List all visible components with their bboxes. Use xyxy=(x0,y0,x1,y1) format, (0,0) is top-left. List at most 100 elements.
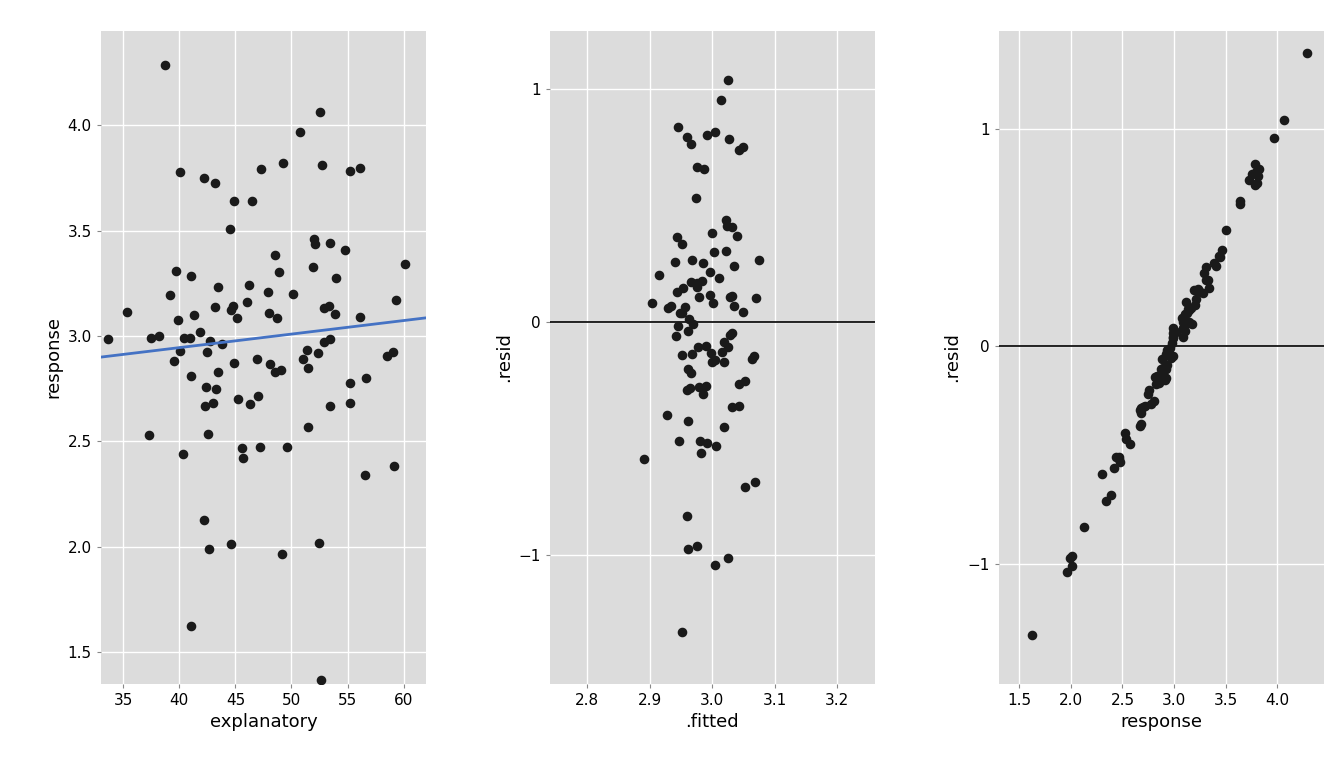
Point xyxy=(324,308,345,320)
Point xyxy=(116,306,137,318)
Point xyxy=(199,335,220,347)
Point xyxy=(672,626,694,638)
Point xyxy=(1241,167,1262,180)
Point xyxy=(1142,395,1164,407)
Point xyxy=(1247,170,1269,182)
Point xyxy=(1181,317,1203,329)
Point xyxy=(1245,158,1266,170)
Point xyxy=(1156,344,1177,356)
Point xyxy=(1161,337,1183,349)
Point xyxy=(681,348,703,360)
Point xyxy=(1163,331,1184,343)
Point xyxy=(1103,462,1125,475)
Point xyxy=(309,538,331,550)
Point xyxy=(297,421,319,433)
Point xyxy=(728,400,750,412)
Point xyxy=(159,289,180,301)
Point xyxy=(665,330,687,343)
Point xyxy=(672,281,694,293)
Point xyxy=(1118,438,1140,450)
Point xyxy=(712,336,734,348)
Point xyxy=(704,354,726,366)
Point xyxy=(1130,402,1152,414)
Point xyxy=(683,318,704,330)
Point xyxy=(320,237,341,250)
Point xyxy=(1129,419,1150,432)
Point xyxy=(1173,308,1195,320)
Point xyxy=(1157,359,1179,371)
Point xyxy=(691,447,712,459)
Point xyxy=(198,428,219,440)
Point xyxy=(1171,312,1192,324)
Point xyxy=(1163,326,1184,339)
Point xyxy=(692,275,714,287)
Point xyxy=(718,703,739,716)
Point xyxy=(1208,250,1230,263)
Point xyxy=(676,510,698,522)
Point xyxy=(208,366,230,378)
Point xyxy=(723,300,745,312)
Point xyxy=(250,163,271,175)
Point xyxy=(668,435,689,447)
Point xyxy=(1173,331,1195,343)
Point xyxy=(1246,177,1267,189)
Point xyxy=(663,2,684,14)
Point xyxy=(1059,551,1081,564)
Point xyxy=(1149,369,1171,381)
Point xyxy=(734,375,755,387)
Point xyxy=(1141,398,1163,410)
Point xyxy=(194,399,215,412)
Point xyxy=(1177,317,1199,329)
Point xyxy=(703,246,724,258)
Point xyxy=(74,476,95,488)
Point xyxy=(1148,377,1169,389)
Point xyxy=(1185,293,1207,306)
Point xyxy=(679,313,700,325)
Point xyxy=(204,177,226,189)
Point xyxy=(302,261,324,273)
Point xyxy=(1175,315,1196,327)
Point xyxy=(1021,629,1043,641)
Point xyxy=(169,165,191,177)
Point xyxy=(1134,400,1156,412)
Point xyxy=(727,230,749,243)
Point xyxy=(1163,350,1184,362)
Point xyxy=(714,356,735,368)
Point xyxy=(1198,273,1219,286)
Y-axis label: response: response xyxy=(44,316,62,398)
Point xyxy=(728,378,750,390)
Point xyxy=(309,106,331,118)
Point xyxy=(335,244,356,257)
Point xyxy=(276,440,297,452)
Point xyxy=(671,307,692,319)
Point xyxy=(222,300,243,313)
Point xyxy=(641,296,663,309)
Point xyxy=(196,346,218,358)
Point xyxy=(716,341,738,353)
Point xyxy=(1193,267,1215,280)
Point xyxy=(1160,342,1181,354)
Point xyxy=(1192,287,1214,300)
Point xyxy=(716,220,738,232)
Y-axis label: .resid: .resid xyxy=(495,333,512,382)
Point xyxy=(289,126,310,138)
Point xyxy=(718,133,739,145)
Point xyxy=(273,157,294,169)
Point xyxy=(704,126,726,138)
Point xyxy=(749,253,770,266)
Point xyxy=(694,164,715,176)
Point xyxy=(386,293,407,306)
Point xyxy=(180,369,202,382)
Point xyxy=(706,440,727,452)
Point xyxy=(669,306,691,319)
Point xyxy=(1114,427,1136,439)
Point xyxy=(355,468,376,481)
Point xyxy=(1156,372,1177,384)
Point xyxy=(265,250,286,262)
Point xyxy=(180,270,202,282)
Point xyxy=(1273,114,1294,127)
Point xyxy=(1152,362,1173,374)
Point xyxy=(1095,495,1117,507)
Point xyxy=(220,538,242,550)
Y-axis label: .resid: .resid xyxy=(943,333,961,382)
